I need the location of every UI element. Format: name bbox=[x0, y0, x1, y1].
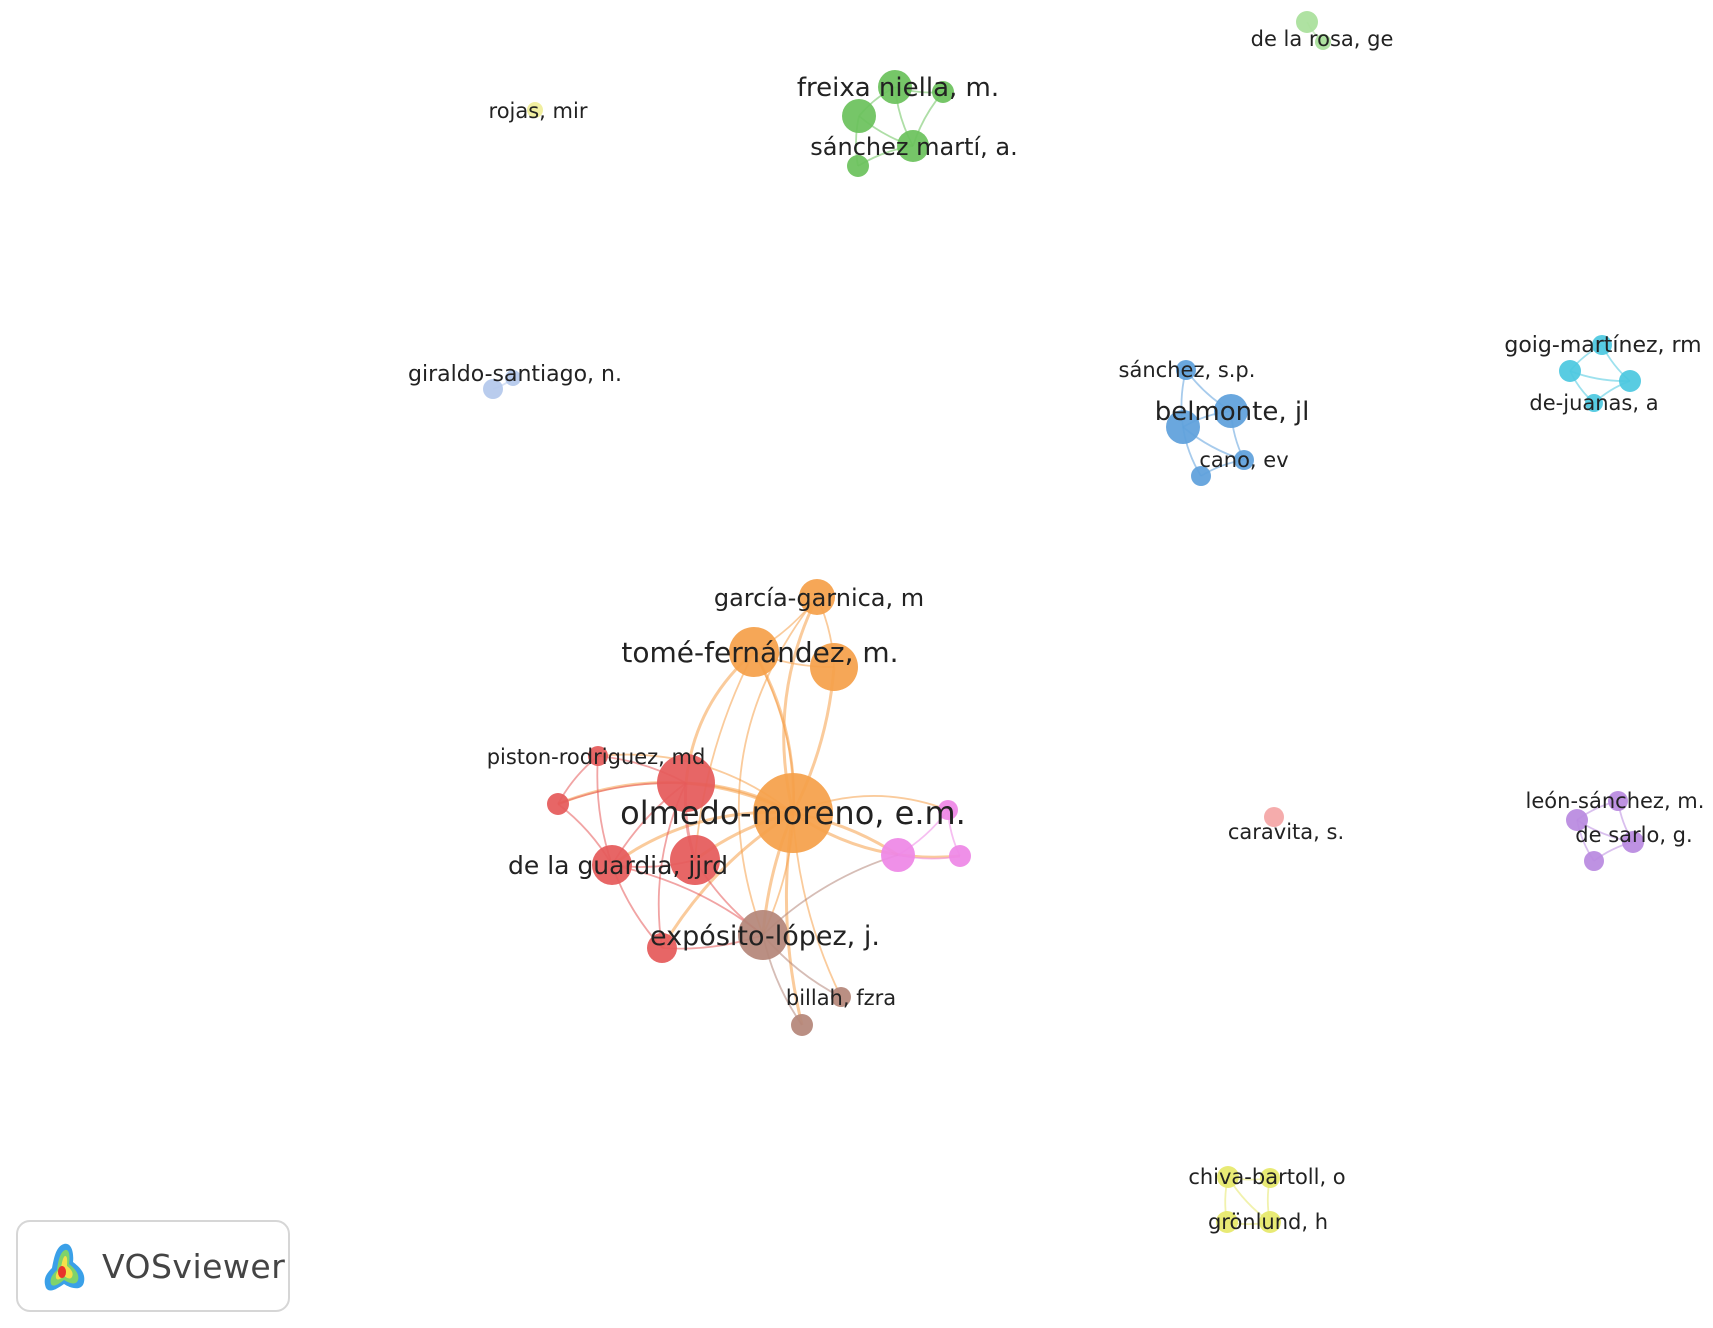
node-dejuanas[interactable] bbox=[1585, 394, 1603, 412]
node-label-caravita[interactable]: caravita, s. bbox=[1228, 820, 1344, 844]
node-label-sanchezm[interactable]: sánchez martí, a. bbox=[810, 133, 1017, 161]
node-cyan_l[interactable] bbox=[1559, 360, 1581, 382]
node-label-tome[interactable]: tomé-fernández, m. bbox=[621, 636, 898, 669]
node-guardia[interactable] bbox=[592, 845, 632, 885]
node-caravita[interactable] bbox=[1264, 807, 1284, 827]
node-tome2[interactable] bbox=[810, 643, 858, 691]
node-pink2[interactable] bbox=[938, 800, 958, 820]
node-green_l[interactable] bbox=[842, 99, 876, 133]
node-belmonte[interactable] bbox=[1214, 394, 1248, 428]
node-green_b[interactable] bbox=[847, 155, 869, 177]
node-sanchezm[interactable] bbox=[897, 130, 929, 162]
node-sanchezsp[interactable] bbox=[1176, 360, 1196, 380]
node-gronlund[interactable] bbox=[1216, 1211, 1238, 1233]
node-brown_low[interactable] bbox=[791, 1014, 813, 1036]
node-label-olmedo[interactable]: olmedo-moreno, e.m. bbox=[620, 794, 966, 832]
node-purple_l[interactable] bbox=[1566, 809, 1588, 831]
node-label-piston[interactable]: piston-rodriguez, md bbox=[487, 745, 706, 769]
node-blue_big[interactable] bbox=[1166, 410, 1200, 444]
node-delarosa[interactable] bbox=[1296, 11, 1318, 33]
node-red_small[interactable] bbox=[547, 793, 569, 815]
node-purple_b[interactable] bbox=[1584, 851, 1604, 871]
node-freixa[interactable] bbox=[878, 70, 912, 104]
node-olmedo[interactable] bbox=[753, 773, 833, 853]
node-cano[interactable] bbox=[1234, 450, 1254, 470]
node-label-giraldo[interactable]: giraldo-santiago, n. bbox=[408, 362, 622, 387]
node-green_r[interactable] bbox=[932, 81, 954, 103]
node-exposito[interactable] bbox=[738, 910, 788, 960]
node-label-freixa[interactable]: freixa niella, m. bbox=[797, 73, 999, 103]
node-label-belmonte[interactable]: belmonte, jl bbox=[1155, 397, 1310, 427]
node-cyan_r[interactable] bbox=[1619, 370, 1641, 392]
node-giraldo[interactable] bbox=[483, 379, 503, 399]
node-label-guardia[interactable]: de la guardia, jjrd bbox=[508, 851, 728, 880]
node-delarosa2[interactable] bbox=[1315, 34, 1331, 50]
node-blue_low[interactable] bbox=[1191, 466, 1211, 486]
node-label-billah[interactable]: billah, fzra bbox=[786, 986, 896, 1010]
node-label-gronlund[interactable]: grönlund, h bbox=[1208, 1210, 1328, 1234]
link-garcia-exposito bbox=[737, 596, 818, 936]
node-red_low[interactable] bbox=[647, 933, 677, 963]
node-giraldo2[interactable] bbox=[505, 370, 521, 386]
node-leon[interactable] bbox=[1608, 791, 1628, 811]
node-goig[interactable] bbox=[1592, 335, 1612, 355]
node-label-leon[interactable]: león-sánchez, m. bbox=[1526, 789, 1705, 813]
links-layer bbox=[492, 21, 1634, 1226]
node-label-cano[interactable]: cano, ev bbox=[1199, 448, 1288, 472]
nodes-layer bbox=[483, 11, 1644, 1233]
node-tome[interactable] bbox=[729, 627, 779, 677]
node-label-dejuanas[interactable]: de-juanas, a bbox=[1529, 391, 1658, 415]
node-label-exposito[interactable]: expósito-lópez, j. bbox=[650, 921, 880, 952]
node-red_big[interactable] bbox=[657, 754, 715, 812]
node-piston[interactable] bbox=[588, 746, 608, 766]
node-label-goig[interactable]: goig-martínez, rm bbox=[1504, 333, 1701, 358]
app-name-label: VOSviewer bbox=[102, 1246, 286, 1286]
node-pink1[interactable] bbox=[881, 838, 915, 872]
vosviewer-logo-icon bbox=[44, 1243, 85, 1291]
node-pink3[interactable] bbox=[949, 845, 971, 867]
node-label-garcia[interactable]: garcía-garnica, m bbox=[714, 584, 924, 612]
node-chiva2[interactable] bbox=[1260, 1168, 1280, 1188]
node-billah[interactable] bbox=[831, 987, 851, 1007]
node-label-sanchezsp[interactable]: sánchez, s.p. bbox=[1119, 358, 1256, 382]
node-guardia2[interactable] bbox=[670, 835, 720, 885]
node-label-rojas[interactable]: rojas, mir bbox=[489, 99, 588, 123]
labels-layer: olmedo-moreno, e.m. tomé-fernández, m. gar… bbox=[408, 27, 1704, 1234]
node-label-chiva[interactable]: chiva-bartoll, o bbox=[1188, 1165, 1345, 1189]
link-tome-guardia2 bbox=[694, 651, 755, 861]
node-label-desarlo[interactable]: de sarlo, g. bbox=[1575, 823, 1692, 847]
node-garcia[interactable] bbox=[799, 579, 835, 615]
node-gronlund2[interactable] bbox=[1259, 1211, 1281, 1233]
node-chiva[interactable] bbox=[1217, 1166, 1239, 1188]
node-label-delarosa[interactable]: de la rosa, ge bbox=[1251, 27, 1394, 51]
node-rojas[interactable] bbox=[527, 102, 543, 118]
vosviewer-logo-badge: VOSviewer bbox=[16, 1220, 290, 1312]
node-desarlo[interactable] bbox=[1622, 831, 1644, 853]
